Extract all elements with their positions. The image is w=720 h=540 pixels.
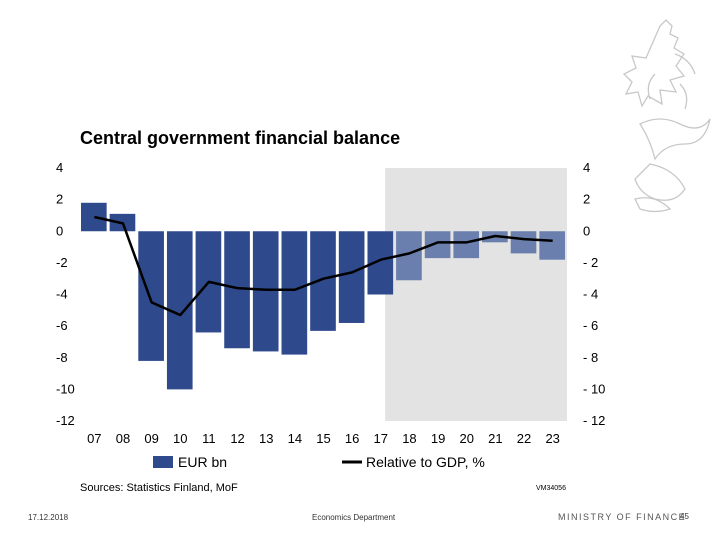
y-tick-left: -6 (56, 318, 68, 333)
y-tick-right: - 2 (583, 255, 598, 270)
footer-ministry: MINISTRY OF FINANCE (558, 512, 687, 522)
y-tick-left: 4 (56, 160, 63, 175)
x-tick-label: 09 (144, 431, 158, 446)
x-tick-label: 15 (316, 431, 330, 446)
footer-department: Economics Department (312, 513, 396, 522)
bar-09 (138, 231, 164, 361)
x-tick-label: 18 (402, 431, 416, 446)
y-tick-left: -10 (56, 381, 75, 396)
x-tick-label: 12 (230, 431, 244, 446)
forecast-shading (385, 168, 567, 421)
y-tick-right: - 4 (583, 287, 598, 302)
bar-16 (338, 231, 365, 323)
x-tick-label: 16 (345, 431, 359, 446)
footer-date: 17.12.2018 (28, 513, 69, 522)
legend-swatch-bars (153, 456, 173, 468)
bar-14 (281, 231, 308, 355)
y-tick-right: - 6 (583, 318, 598, 333)
y-tick-left: -4 (56, 287, 68, 302)
x-tick-label: 22 (517, 431, 531, 446)
legend-label-bars: EUR bn (178, 454, 227, 470)
x-tick-label: 08 (116, 431, 130, 446)
x-tick-label: 19 (431, 431, 445, 446)
x-tick-label: 11 (202, 431, 216, 446)
x-tick-label: 21 (488, 431, 502, 446)
y-tick-right: 4 (583, 160, 590, 175)
y-tick-right: 2 (583, 192, 590, 207)
chart-code: VM34056 (536, 485, 566, 492)
y-tick-left: -8 (56, 350, 68, 365)
legend-label-line: Relative to GDP, % (366, 454, 485, 470)
bar-07 (81, 202, 107, 232)
x-tick-label: 23 (545, 431, 559, 446)
source-note: Sources: Statistics Finland, MoF (80, 482, 238, 494)
x-tick-label: 20 (460, 431, 474, 446)
x-tick-label: 14 (288, 431, 302, 446)
x-tick-label: 17 (374, 431, 388, 446)
bar-22 (510, 231, 537, 254)
x-tick-label: 10 (173, 431, 187, 446)
y-tick-right: - 10 (583, 381, 605, 396)
balance-chart: 4 42 20 0-2- 2-4- 4-6- 6-8- 8-10- 10-12- 12… (56, 160, 605, 470)
gdp-ratio-line (94, 215, 553, 317)
bar-20 (453, 231, 480, 259)
y-tick-right: - 8 (583, 350, 598, 365)
footer-page-number: 45 (680, 512, 689, 521)
y-tick-left: 0 (56, 223, 63, 238)
x-tick-label: 07 (87, 431, 101, 446)
y-tick-left: -12 (56, 413, 75, 428)
bar-23 (539, 231, 565, 260)
y-tick-left: 2 (56, 192, 63, 207)
y-tick-left: -2 (56, 255, 68, 270)
x-tick-label: 13 (259, 431, 273, 446)
lion-emblem-icon (622, 19, 711, 213)
y-tick-right: - 12 (583, 413, 605, 428)
chart-title: Central government financial balance (80, 128, 401, 148)
bar-13 (252, 231, 279, 352)
y-tick-right: 0 (583, 223, 590, 238)
